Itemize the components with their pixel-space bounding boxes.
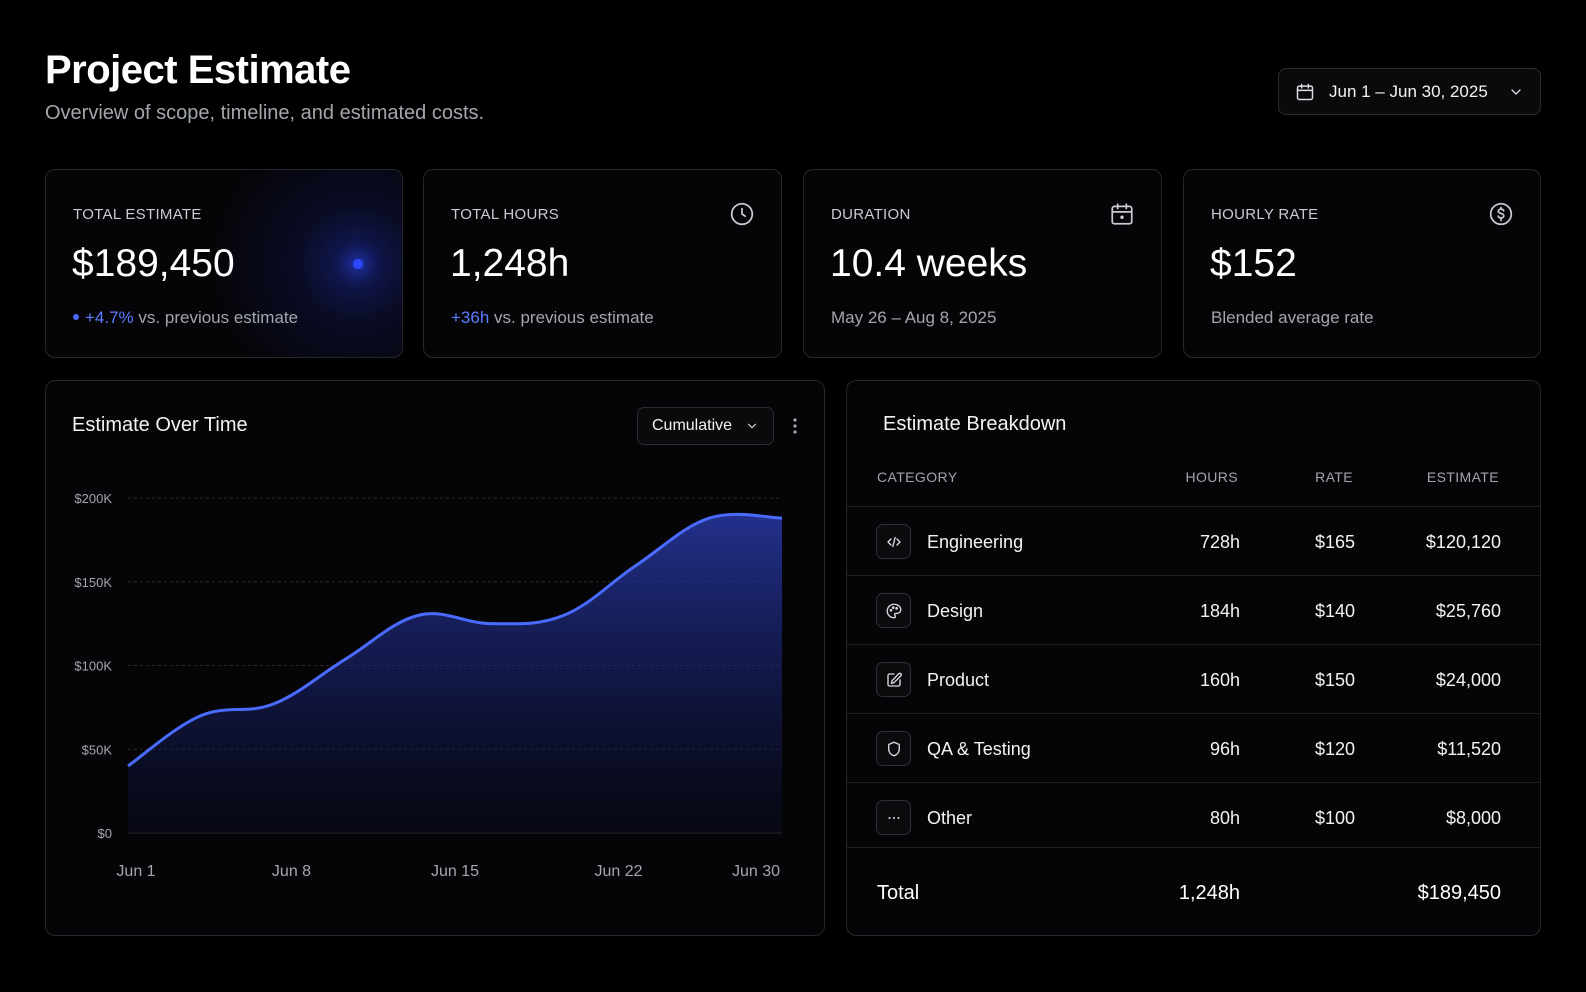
row-estimate: $11,520 — [1437, 739, 1501, 759]
column-header-rate[interactable]: RATE — [1315, 469, 1353, 485]
stat-delta-value: +36h — [451, 308, 490, 327]
table-row[interactable]: Engineering 728h $165 $120,120 — [847, 506, 1540, 575]
row-rate: $100 — [1314, 808, 1355, 828]
row-category: Other — [927, 808, 973, 828]
y-tick-label: $100K — [74, 659, 112, 674]
column-header-hours[interactable]: HOURS — [1185, 469, 1238, 485]
total-hours: 1,248h — [1178, 882, 1240, 904]
row-rate: $150 — [1314, 670, 1355, 690]
x-tick-label: Jun 8 — [272, 863, 311, 880]
glow-dot — [353, 259, 363, 269]
total-estimate: $189,450 — [1417, 882, 1501, 904]
stat-label: DURATION — [831, 206, 911, 223]
code-icon — [876, 524, 911, 559]
stat-label: TOTAL HOURS — [451, 206, 560, 223]
stat-delta-value: +4.7% — [85, 308, 134, 327]
estimate-chart-card: Estimate Over Time Cumulative $0 $50K $100… — [45, 380, 825, 936]
y-tick-label: $50K — [82, 742, 113, 757]
row-category: Design — [927, 601, 984, 621]
calendar-icon — [1295, 82, 1315, 102]
shield-icon — [876, 731, 911, 766]
page-title: Project Estimate — [45, 48, 351, 92]
row-rate: $165 — [1314, 532, 1355, 552]
stat-sub: Blended average rate — [1211, 308, 1374, 327]
table-row[interactable]: QA & Testing 96h $120 $11,520 — [847, 713, 1540, 782]
date-range-label: Jun 1 – Jun 30, 2025 — [1329, 81, 1488, 101]
x-tick-label: Jun 15 — [431, 863, 479, 880]
stat-card-total-estimate: TOTAL ESTIMATE $189,450 +4.7% vs. previo… — [45, 169, 403, 358]
breakdown-title: Estimate Breakdown — [883, 413, 1067, 435]
y-tick-label: $0 — [98, 826, 112, 841]
x-tick-label: Jun 22 — [594, 863, 642, 880]
page-header: Project Estimate Overview of scope, time… — [45, 44, 484, 125]
row-hours: 96h — [1209, 739, 1240, 759]
chart-mode-select[interactable]: Cumulative — [637, 407, 774, 445]
total-row: Total 1,248h $189,450 — [847, 847, 1540, 935]
x-tick-label: Jun 30 — [732, 863, 780, 880]
row-estimate: $120,120 — [1425, 532, 1501, 552]
stat-delta: +4.7% vs. previous estimate — [73, 308, 298, 328]
stat-delta-label: vs. previous estimate — [494, 308, 654, 327]
column-header-category[interactable]: CATEGORY — [877, 469, 958, 485]
row-rate: $140 — [1314, 601, 1355, 621]
row-estimate: $24,000 — [1435, 670, 1501, 690]
y-tick-label: $200K — [74, 491, 112, 506]
stat-value: $152 — [1210, 242, 1297, 285]
stat-card-hourly-rate: HOURLY RATE $152 Blended average rate — [1183, 169, 1541, 358]
more-horizontal-icon — [876, 800, 911, 835]
dollar-circle-icon — [1488, 201, 1514, 227]
chart-title: Estimate Over Time — [72, 414, 248, 436]
date-range-picker[interactable]: Jun 1 – Jun 30, 2025 — [1278, 68, 1541, 115]
table-row[interactable]: Product 160h $150 $24,000 — [847, 644, 1540, 713]
y-tick-label: $150K — [74, 575, 112, 590]
table-row[interactable]: Design 184h $140 $25,760 — [847, 575, 1540, 644]
series-line — [127, 512, 783, 768]
chevron-down-icon — [1508, 84, 1524, 100]
calendar-icon — [1109, 201, 1135, 227]
row-hours: 184h — [1199, 601, 1240, 621]
stat-label: HOURLY RATE — [1211, 206, 1319, 223]
row-category: QA & Testing — [927, 739, 1031, 759]
edit-icon — [876, 662, 911, 697]
x-tick-label: Jun 1 — [116, 863, 155, 880]
chart-mode-label: Cumulative — [652, 417, 733, 434]
row-estimate: $8,000 — [1445, 808, 1501, 828]
row-hours: 728h — [1199, 532, 1240, 552]
row-estimate: $25,760 — [1435, 601, 1501, 621]
more-options-icon[interactable] — [786, 414, 804, 438]
stat-delta: +36h vs. previous estimate — [451, 308, 654, 328]
row-hours: 80h — [1209, 808, 1240, 828]
column-header-estimate[interactable]: ESTIMATE — [1426, 469, 1499, 485]
stat-delta-label: vs. previous estimate — [138, 308, 299, 327]
table-row[interactable]: Other 80h $100 $8,000 — [847, 782, 1540, 851]
stat-value: 10.4 weeks — [830, 242, 1028, 285]
area-fill — [128, 514, 782, 833]
row-rate: $120 — [1314, 739, 1355, 759]
stat-sub: May 26 – Aug 8, 2025 — [831, 308, 997, 327]
palette-icon — [876, 593, 911, 628]
stat-card-total-hours: TOTAL HOURS 1,248h +36h vs. previous est… — [423, 169, 782, 358]
stat-label: TOTAL ESTIMATE — [73, 206, 202, 223]
clock-icon — [729, 201, 755, 227]
area-chart: $0 $50K $100K $150K $200K Jun 1 Jun 8 Jun 15 Jun… — [74, 491, 783, 880]
row-category: Product — [927, 670, 990, 690]
row-category: Engineering — [927, 532, 1024, 552]
estimate-breakdown-card: Estimate Breakdown CATEGORY HOURS RATE E… — [846, 380, 1541, 936]
chevron-down-icon — [745, 419, 759, 433]
page-subtitle: Overview of scope, timeline, and estimat… — [45, 102, 485, 124]
stat-value: $189,450 — [72, 242, 235, 285]
row-hours: 160h — [1199, 670, 1240, 690]
stat-card-duration: DURATION 10.4 weeks May 26 – Aug 8, 2025 — [803, 169, 1162, 358]
stat-value: 1,248h — [450, 242, 570, 285]
total-label: Total — [877, 882, 920, 904]
